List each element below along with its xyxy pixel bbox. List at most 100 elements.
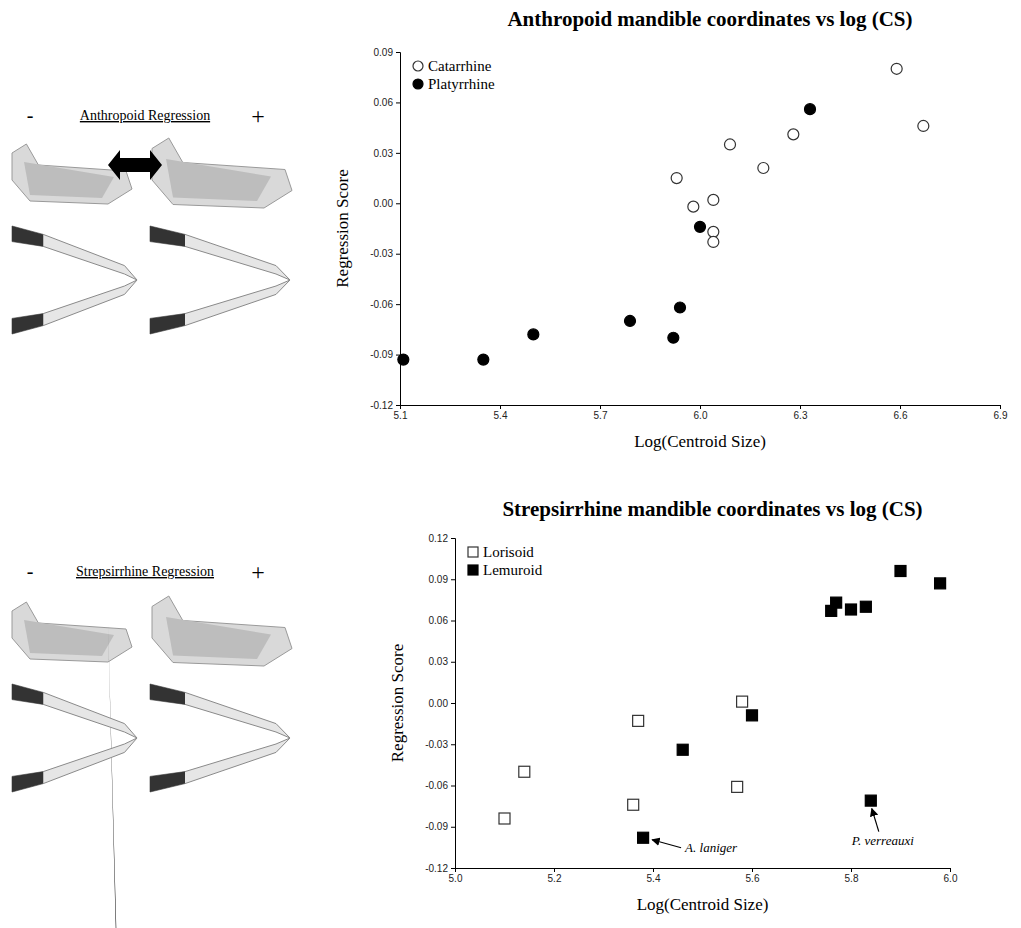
regression-minus: - [27,104,34,126]
tick: 6.0 [694,405,708,421]
tick: -0.06 [370,299,400,310]
tick-label: 5.4 [647,873,661,884]
tick-mark [451,662,455,663]
legend-marker [413,79,423,89]
legend-label: Catarrhine [428,58,492,74]
tick: -0.09 [425,821,455,832]
tick-label: 0.09 [429,574,449,585]
tick-mark [396,304,400,305]
y-axis-title: Regression Score [333,169,352,288]
y-axis: -0.12 -0.09 -0.06 -0.03 0.00 0.03 0.06 0.09 [370,47,400,411]
tick-label: 0.12 [429,533,449,544]
chart-panel: -Anthropoid Regression+Anthropoid mandib… [12,7,1008,451]
tick-mark [600,405,601,409]
regression-minus: - [27,560,34,582]
tick: 0.09 [429,574,455,585]
tick-mark [950,868,951,872]
tick: 5.7 [594,405,608,421]
tick: 6.6 [894,405,908,421]
y-axis-line [451,539,456,869]
legend-marker [468,565,478,575]
mandible-side-view [152,138,292,208]
mandible-occlusal-view [150,684,290,738]
tick-label: -0.09 [370,349,393,360]
point [668,332,679,343]
point [671,173,682,184]
tick: 5.1 [394,405,408,421]
tick-label: 6.6 [894,410,908,421]
mandible-occlusal-view [150,226,290,280]
annotation: P. verreauxi [851,809,914,848]
x-axis-line [401,406,1001,410]
point [725,139,736,150]
regression-plus: + [251,559,265,585]
tick: 0.00 [374,198,400,209]
point [788,129,799,140]
series [499,696,748,824]
point [831,597,842,608]
tick-mark [451,538,455,539]
tick: 6.0 [944,868,958,884]
tick: 0.09 [374,47,400,58]
point [805,104,816,115]
tick: 0.06 [374,97,400,108]
tick: 5.2 [548,868,562,884]
y-axis: -0.12-0.09-0.06-0.030.000.030.060.090.12 [425,533,455,874]
tick: -0.09 [370,349,400,360]
point [625,315,636,326]
mandible-occlusal-view [150,738,290,792]
mandible-occlusal-view [12,738,137,792]
tick-label: 0.03 [374,148,394,159]
mandible-occlusal-shading [12,314,43,334]
tick-label: 0.00 [374,198,394,209]
legend: LorisoidLemuroid [468,544,543,578]
mandible-occlusal-shading [12,772,43,792]
figure: -Anthropoid Regression+Anthropoid mandib… [0,0,1021,928]
point [758,162,769,173]
tick-label: 5.0 [449,873,463,884]
tick-mark [396,153,400,154]
mandible-occlusal-shading [150,772,185,792]
tick-mark [451,621,455,622]
point [708,226,719,237]
tick-mark [800,405,801,409]
tick: 0.03 [429,656,455,667]
tick-mark [451,786,455,787]
tick-label: 0.00 [429,698,449,709]
regression-plus: + [251,103,265,129]
mandible-occlusal-shading [12,684,43,704]
tick: 6.9 [994,405,1008,421]
tick-label: -0.12 [425,863,448,874]
tick-mark [752,868,753,872]
point [935,578,946,589]
tick-mark [500,405,501,409]
tick-label: -0.06 [425,780,448,791]
point [688,201,699,212]
mandible-occlusal-view [150,280,290,334]
tick-mark [451,703,455,704]
point [708,236,719,247]
tick: -0.03 [370,248,400,259]
tick-mark [554,868,555,872]
tick-label: 6.3 [794,410,808,421]
y-axis-title: Regression Score [388,644,407,763]
tick: -0.06 [425,780,455,791]
mandible-occlusal-shading [150,684,185,704]
point [638,832,649,843]
tick-mark [900,405,901,409]
legend-marker [468,547,478,557]
tick-label: -0.12 [370,400,393,411]
mandible-occlusal-shading [150,226,185,246]
tick-label: 5.7 [594,410,608,421]
tick-label: 5.6 [746,873,760,884]
tick-mark [451,744,455,745]
point [519,766,530,777]
tick-label: 0.09 [374,47,394,58]
mandible-occlusal-shading [12,226,43,246]
tick: 5.4 [494,405,508,421]
series [398,104,816,365]
legend: CatarrhinePlatyrrhine [413,58,495,92]
tick-label: 5.1 [394,410,408,421]
tick: -0.12 [425,863,455,874]
tick-label: 5.8 [845,873,859,884]
